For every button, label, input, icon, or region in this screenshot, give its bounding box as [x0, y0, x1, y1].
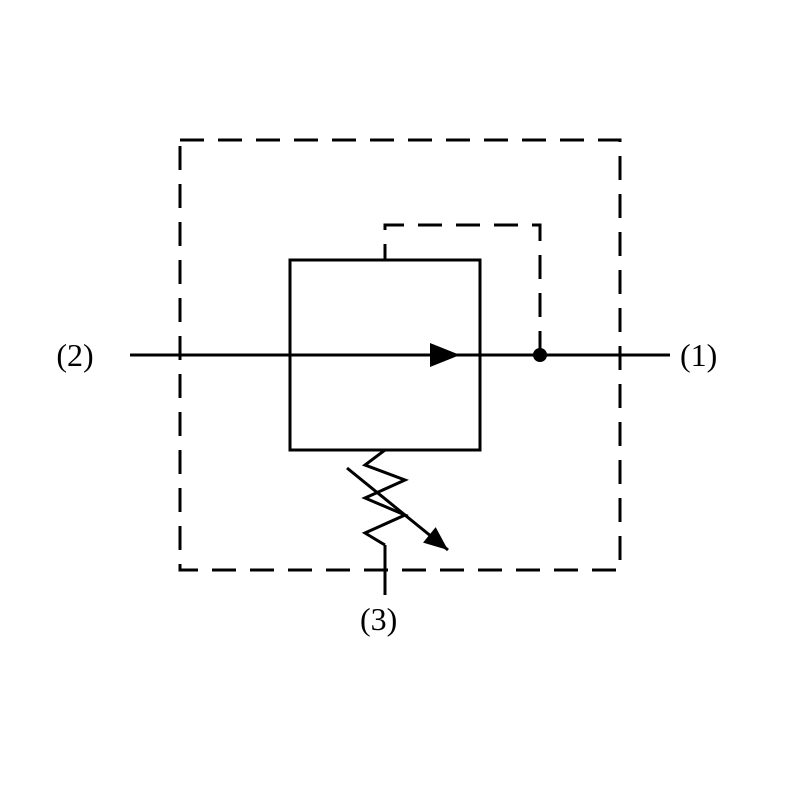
hydraulic-valve-diagram: (2) (1) (3)	[0, 0, 800, 800]
port-3-label: (3)	[360, 601, 397, 637]
port-1-label: (1)	[680, 337, 717, 373]
flow-arrow-icon	[430, 343, 460, 367]
port-2-label: (2)	[56, 337, 93, 373]
pilot-line	[385, 225, 540, 355]
adjustable-arrow-head-icon	[423, 527, 448, 550]
